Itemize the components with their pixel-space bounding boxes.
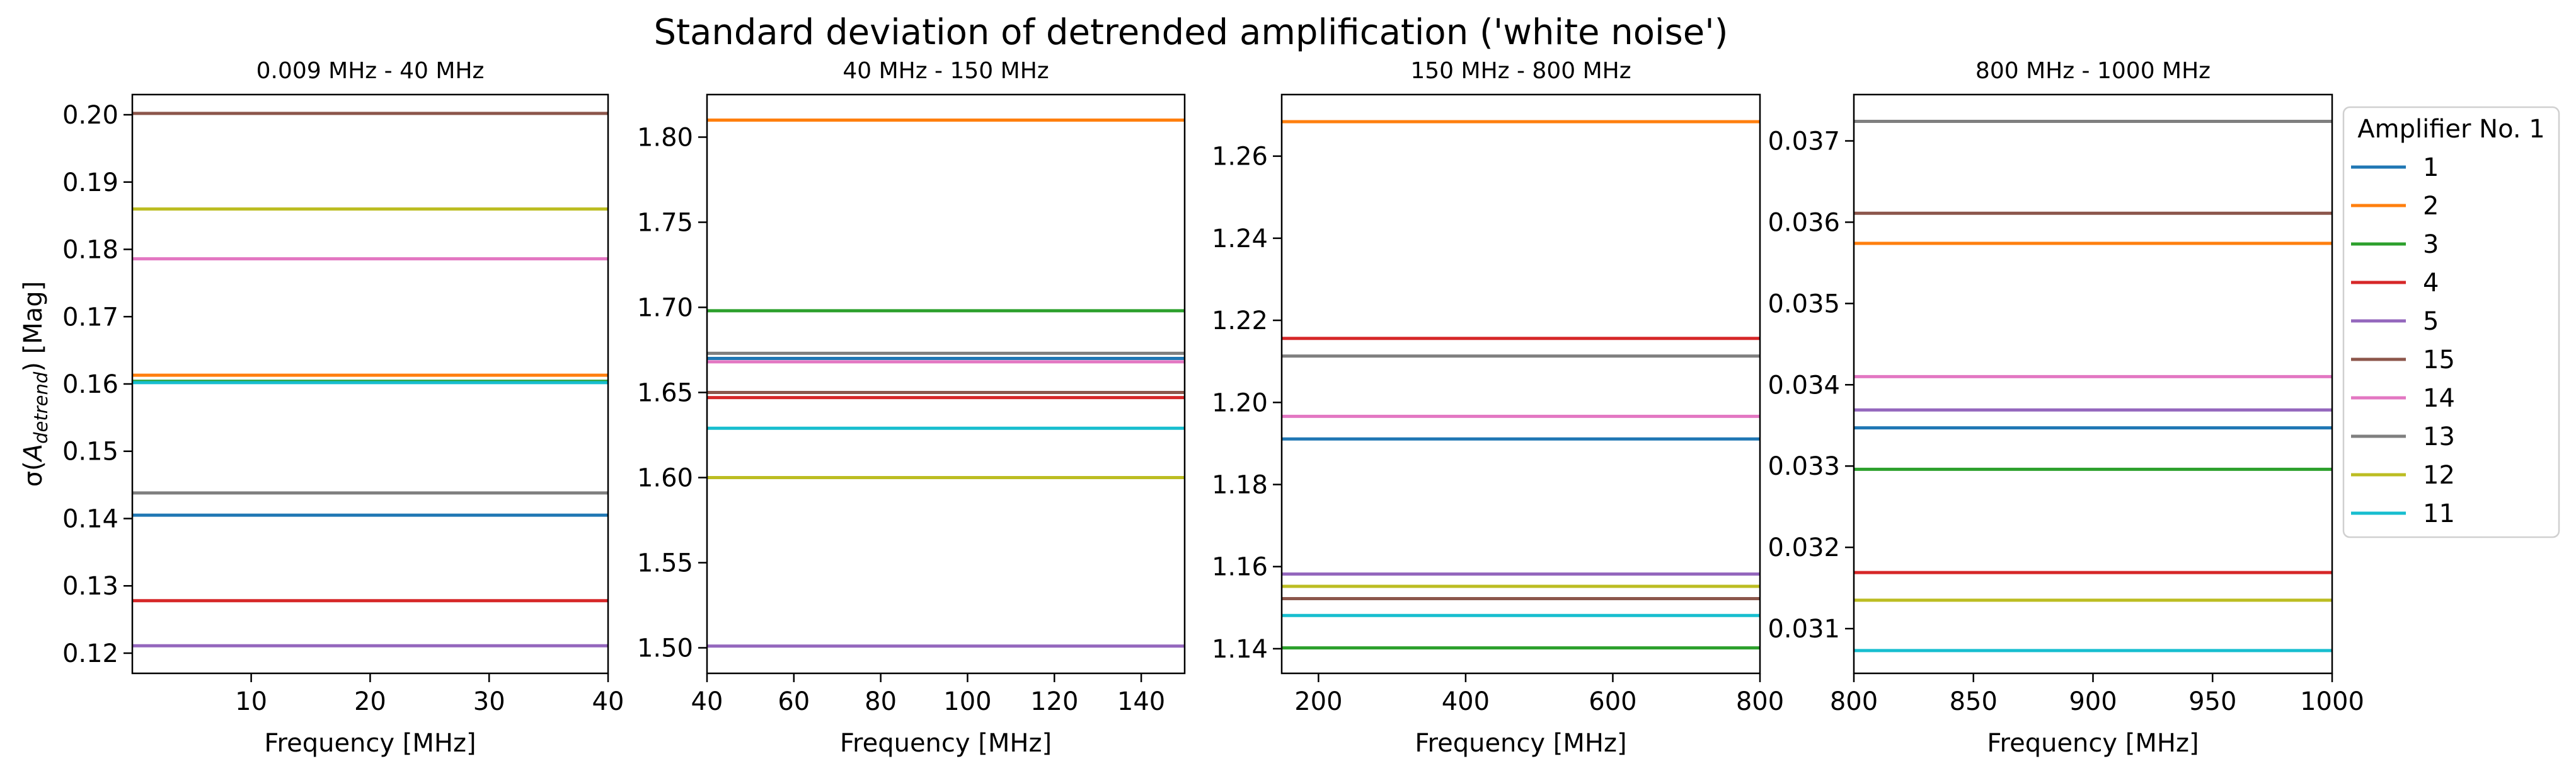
legend-label-1: 1 (2423, 153, 2439, 182)
x-tick-label: 10 (235, 687, 267, 716)
y-tick-label: 1.70 (637, 294, 693, 323)
y-tick-label: 1.65 (637, 379, 693, 408)
x-tick-label: 900 (2069, 687, 2117, 716)
y-tick-label: 0.20 (62, 101, 118, 130)
axes-frame (706, 93, 1186, 675)
legend-label-12: 12 (2423, 461, 2455, 490)
y-tick-label: 1.75 (637, 209, 693, 238)
y-tick-label: 0.036 (1768, 208, 1840, 237)
panel-title: 40 MHz - 150 MHz (842, 58, 1049, 84)
y-tick-label: 1.24 (1212, 224, 1268, 253)
x-tick-label: 30 (473, 687, 505, 716)
panel-4: 800 MHz - 1000 MHz 800 850 900 950 1000 0.031 0… (1768, 58, 2364, 758)
legend-label-14: 14 (2423, 384, 2455, 413)
y-tick-label: 0.13 (62, 572, 118, 601)
y-tick-label: 1.55 (637, 549, 693, 578)
x-tick-label: 40 (691, 687, 723, 716)
y-tick-label: 1.14 (1212, 635, 1268, 664)
x-tick-label: 60 (778, 687, 810, 716)
x-axis-label: Frequency [MHz] (1987, 729, 2199, 758)
legend-title: Amplifier No. 1 (2357, 115, 2544, 144)
x-tick-label: 950 (2188, 687, 2236, 716)
x-tick-label: 850 (1950, 687, 1998, 716)
y-tick-label: 1.22 (1212, 306, 1268, 335)
x-tick-label: 200 (1294, 687, 1342, 716)
legend-label-2: 2 (2423, 192, 2439, 221)
axes-frame (1280, 93, 1761, 675)
y-tick-label: 0.035 (1768, 289, 1840, 318)
legend-label-15: 15 (2423, 345, 2455, 374)
y-axis-label: σ(Adetrend) [Mag] (19, 281, 52, 487)
y-tick-label: 1.18 (1212, 471, 1268, 500)
x-tick-label: 1000 (2300, 687, 2364, 716)
y-tick-label: 1.26 (1212, 142, 1268, 171)
panel-title: 0.009 MHz - 40 MHz (256, 58, 485, 84)
x-tick-label: 100 (943, 687, 991, 716)
panel-3: 150 MHz - 800 MHz 200 400 600 800 1.14 1.16 1.1… (1212, 58, 1784, 758)
y-tick-label: 1.16 (1212, 553, 1268, 582)
y-tick-label: 0.19 (62, 168, 118, 197)
y-tick-label: 0.031 (1768, 615, 1840, 644)
legend-label-13: 13 (2423, 422, 2455, 451)
x-tick-label: 120 (1030, 687, 1078, 716)
x-tick-label: 20 (354, 687, 386, 716)
y-tick-label: 1.80 (637, 124, 693, 153)
y-tick-label: 1.20 (1212, 388, 1268, 417)
x-axis-label: Frequency [MHz] (264, 729, 476, 758)
x-tick-label: 40 (592, 687, 624, 716)
y-tick-label: 0.12 (62, 639, 118, 668)
x-axis-label: Frequency [MHz] (840, 729, 1052, 758)
x-tick-label: 400 (1442, 687, 1490, 716)
y-tick-label: 0.037 (1768, 127, 1840, 156)
x-axis-label: Frequency [MHz] (1415, 729, 1626, 758)
y-tick-label: 0.16 (62, 370, 118, 399)
x-tick-label: 800 (1830, 687, 1878, 716)
legend-label-4: 4 (2423, 269, 2439, 298)
x-tick-label: 80 (865, 687, 897, 716)
y-tick-label: 0.14 (62, 504, 118, 533)
panel-title: 150 MHz - 800 MHz (1410, 58, 1631, 84)
x-tick-label: 140 (1117, 687, 1165, 716)
x-tick-label: 600 (1589, 687, 1636, 716)
y-tick-label: 0.18 (62, 236, 118, 265)
panel-title: 800 MHz - 1000 MHz (1975, 58, 2211, 84)
panel-2: 40 MHz - 150 MHz 40 60 80 100 120 140 1.50 1.55 1… (637, 58, 1186, 758)
figure-title: Standard deviation of detrended amplific… (654, 12, 1728, 53)
legend-label-3: 3 (2423, 230, 2439, 259)
legend-label-11: 11 (2423, 499, 2455, 528)
legend-label-5: 5 (2423, 307, 2439, 336)
y-tick-label: 1.60 (637, 464, 693, 493)
y-tick-label: 0.032 (1768, 533, 1840, 562)
y-tick-label: 0.15 (62, 438, 118, 467)
y-tick-label: 0.034 (1768, 371, 1840, 400)
y-tick-label: 0.033 (1768, 452, 1840, 481)
x-tick-label: 800 (1736, 687, 1784, 716)
panel-1: 0.009 MHz - 40 MHz 10 20 30 40 0.12 0.13 0.14 0.… (62, 58, 624, 758)
y-tick-label: 1.50 (637, 634, 693, 663)
legend-box (2342, 106, 2560, 538)
axes-frame (1853, 93, 2333, 675)
y-tick-label: 0.17 (62, 303, 118, 332)
